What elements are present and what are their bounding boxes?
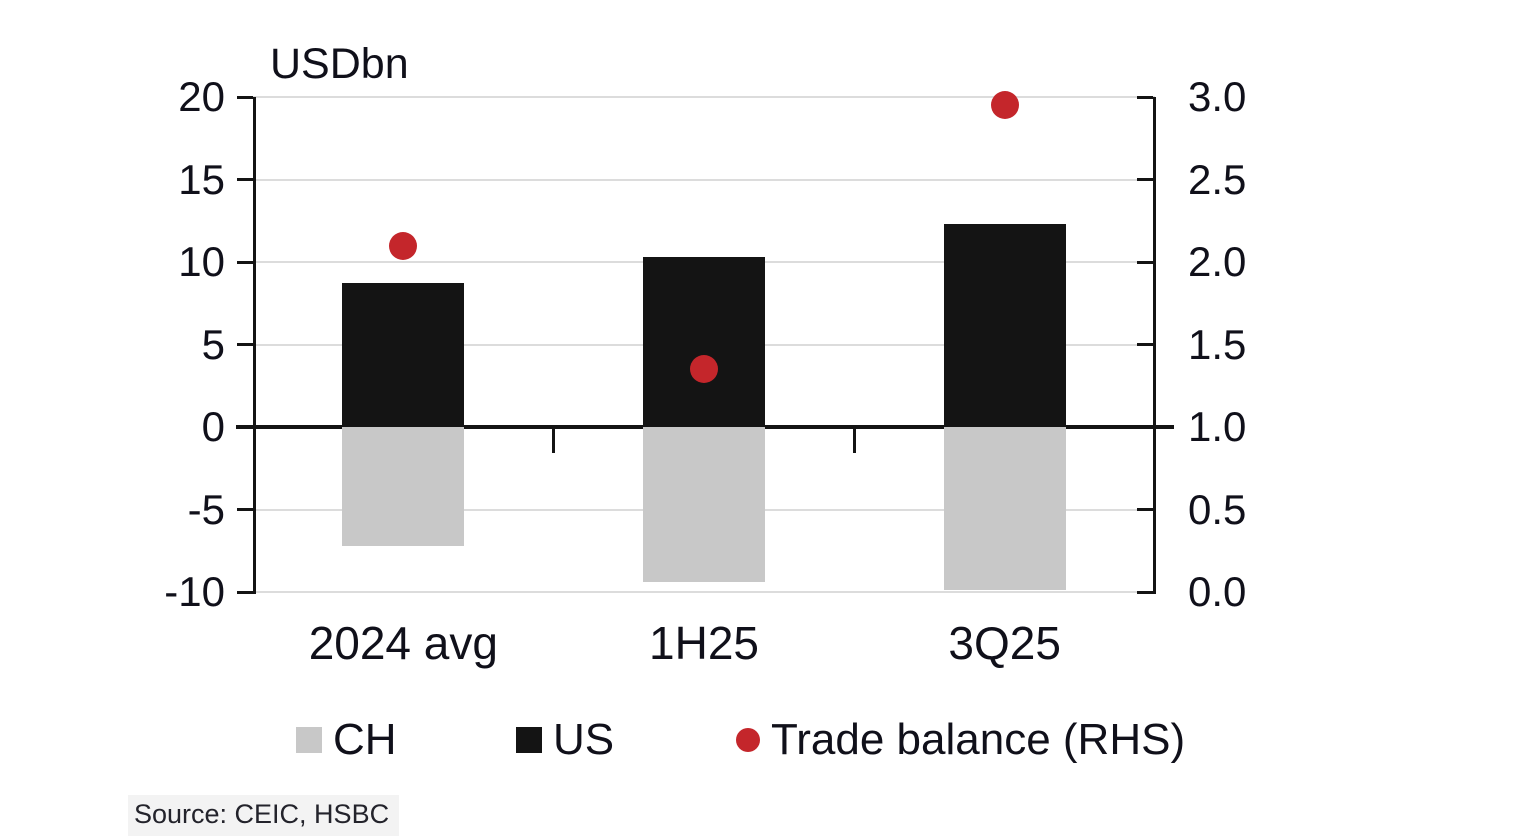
- right-tick-label: 0.0: [1188, 568, 1247, 615]
- trade-balance-dot: [990, 91, 1019, 120]
- right-tick-label: 3.0: [1188, 73, 1247, 120]
- legend-label: CH: [333, 715, 397, 764]
- right-tick-label: 1.5: [1188, 320, 1247, 368]
- x-category-label: 3Q25: [948, 617, 1061, 669]
- category-tick: [552, 427, 556, 453]
- trade-balance-dot: [690, 355, 718, 384]
- bar-ch: [643, 427, 765, 583]
- left-tick-label: -5: [187, 485, 225, 533]
- left-axis-line: [253, 97, 256, 594]
- bar-ch: [342, 427, 465, 546]
- left-tick-label: -10: [164, 568, 225, 615]
- left-axis-tick: [237, 178, 253, 181]
- gridline: [253, 96, 1155, 98]
- right-axis-tick: [1137, 508, 1153, 511]
- left-tick-label: 5: [201, 320, 225, 368]
- trade-balance-dot: [389, 231, 418, 260]
- legend-square-swatch: [516, 727, 542, 753]
- x-category-label: 1H25: [649, 617, 759, 669]
- bar-us: [643, 257, 765, 427]
- legend-item-trade-balance-rhs-: Trade balance (RHS): [736, 714, 1185, 766]
- right-tick-label: 2.0: [1188, 238, 1247, 285]
- source-note: Source: CEIC, HSBC: [128, 795, 400, 836]
- category-tick: [852, 427, 856, 453]
- gridline: [253, 591, 1155, 593]
- left-axis-tick: [237, 260, 253, 264]
- bar-us: [342, 283, 465, 427]
- left-tick-label: 10: [178, 238, 225, 285]
- left-axis-tick: [237, 590, 253, 594]
- left-axis-tick: [237, 508, 253, 511]
- bar-ch: [943, 427, 1066, 591]
- legend-item-ch: CH: [296, 714, 397, 766]
- bar-us: [943, 224, 1066, 427]
- right-axis-tick: [1137, 178, 1153, 181]
- left-tick-label: 0: [201, 403, 225, 450]
- right-tick-label: 2.5: [1188, 155, 1247, 203]
- right-axis-tick: [1137, 590, 1153, 594]
- left-axis-title: USDbn: [270, 40, 409, 88]
- legend-square-swatch: [296, 727, 322, 753]
- right-axis-tick: [1137, 343, 1153, 346]
- left-tick-label: 20: [178, 73, 225, 120]
- left-tick-label: 15: [178, 155, 225, 203]
- left-axis-tick: [237, 95, 253, 99]
- x-category-label: 2024 avg: [308, 617, 498, 669]
- right-tick-label: 1.0: [1188, 403, 1247, 450]
- right-axis-line: [1153, 97, 1156, 594]
- right-axis-tick: [1137, 95, 1153, 99]
- left-axis-tick: [237, 343, 253, 346]
- legend-label: Trade balance (RHS): [771, 715, 1186, 764]
- right-axis-tick: [1137, 425, 1153, 429]
- right-axis-tick: [1137, 260, 1153, 264]
- legend-label: US: [553, 715, 615, 764]
- legend-dot-swatch: [736, 728, 760, 752]
- legend-item-us: US: [516, 714, 614, 766]
- gridline: [253, 178, 1155, 181]
- right-tick-label: 0.5: [1188, 485, 1247, 533]
